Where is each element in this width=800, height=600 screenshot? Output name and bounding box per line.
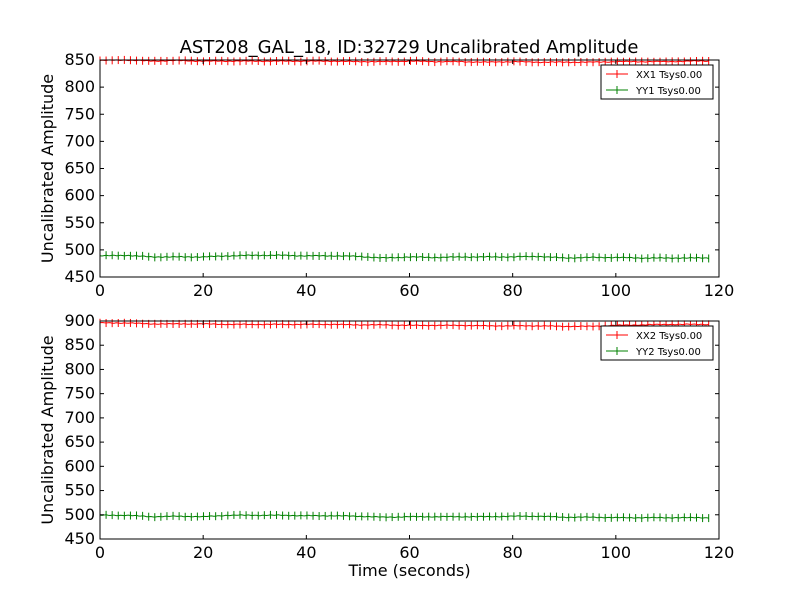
y-tick-label: 450 [64, 267, 95, 286]
x-tick-label: 60 [399, 543, 419, 562]
x-tick-label: 120 [704, 281, 735, 300]
y-tick-label: 550 [64, 213, 95, 232]
x-tick-label: 100 [601, 543, 632, 562]
y-axis-label: Uncalibrated Amplitude [38, 74, 57, 263]
subplot-2: 0 20 40 60 80 100 120 450 500 550 600 650 700 750 800 8… [38, 311, 734, 580]
subplot-1: 0 20 40 60 80 100 120 450 500 550 600 650 700 750 800 8… [38, 50, 734, 300]
series-xx1 [99, 55, 710, 67]
y-tick-label: 800 [64, 359, 95, 378]
x-tick-label: 60 [399, 281, 419, 300]
y-tick-label: 700 [64, 131, 95, 150]
y-tick-label: 750 [64, 384, 95, 403]
x-axis-label: Time (seconds) [347, 561, 470, 580]
legend: XX1 Tsys0.00 YY1 Tsys0.00 [600, 64, 714, 100]
x-tick-label: 20 [193, 281, 213, 300]
x-tick-label: 80 [502, 543, 522, 562]
x-tick-label: 40 [296, 281, 316, 300]
x-tick-label: 80 [502, 281, 522, 300]
x-tick-label: 20 [193, 543, 213, 562]
legend-entry-label: YY2 Tsys0.00 [635, 347, 701, 358]
y-tick-label: 700 [64, 408, 95, 427]
y-tick-label: 550 [64, 481, 95, 500]
y-tick-label: 650 [64, 159, 95, 178]
x-tick-label: 0 [95, 543, 105, 562]
y-tick-label: 850 [64, 335, 95, 354]
x-tick-label: 100 [601, 281, 632, 300]
y-tick-label: 500 [64, 505, 95, 524]
y-tick-label: 600 [64, 186, 95, 205]
y-tick-label: 900 [64, 311, 95, 330]
y-tick-label: 750 [64, 104, 95, 123]
legend-entry-label: XX1 Tsys0.00 [636, 70, 702, 81]
legend: XX2 Tsys0.00 YY2 Tsys0.00 [600, 325, 714, 361]
legend-frame [600, 64, 714, 100]
legend-entry-label: XX2 Tsys0.00 [636, 331, 702, 342]
y-tick-label: 450 [64, 529, 95, 548]
series-yy2 [99, 510, 710, 523]
series-yy1 [99, 251, 710, 263]
y-axis-label: Uncalibrated Amplitude [38, 335, 57, 524]
legend-entry-label: YY1 Tsys0.00 [635, 86, 701, 97]
x-tick-label: 40 [296, 543, 316, 562]
x-tick-label: 0 [95, 281, 105, 300]
y-tick-label: 850 [64, 50, 95, 69]
plots-container: 0 20 40 60 80 100 1204505005506006507007508008… [38, 50, 734, 580]
x-tick-label: 120 [704, 543, 735, 562]
legend-frame [600, 325, 714, 361]
y-tick-label: 650 [64, 432, 95, 451]
y-tick-label: 600 [64, 456, 95, 475]
y-tick-label: 800 [64, 77, 95, 96]
y-tick-label: 500 [64, 240, 95, 259]
chart-title: AST208_GAL_18, ID:32729 Uncalibrated Amp… [180, 37, 639, 58]
